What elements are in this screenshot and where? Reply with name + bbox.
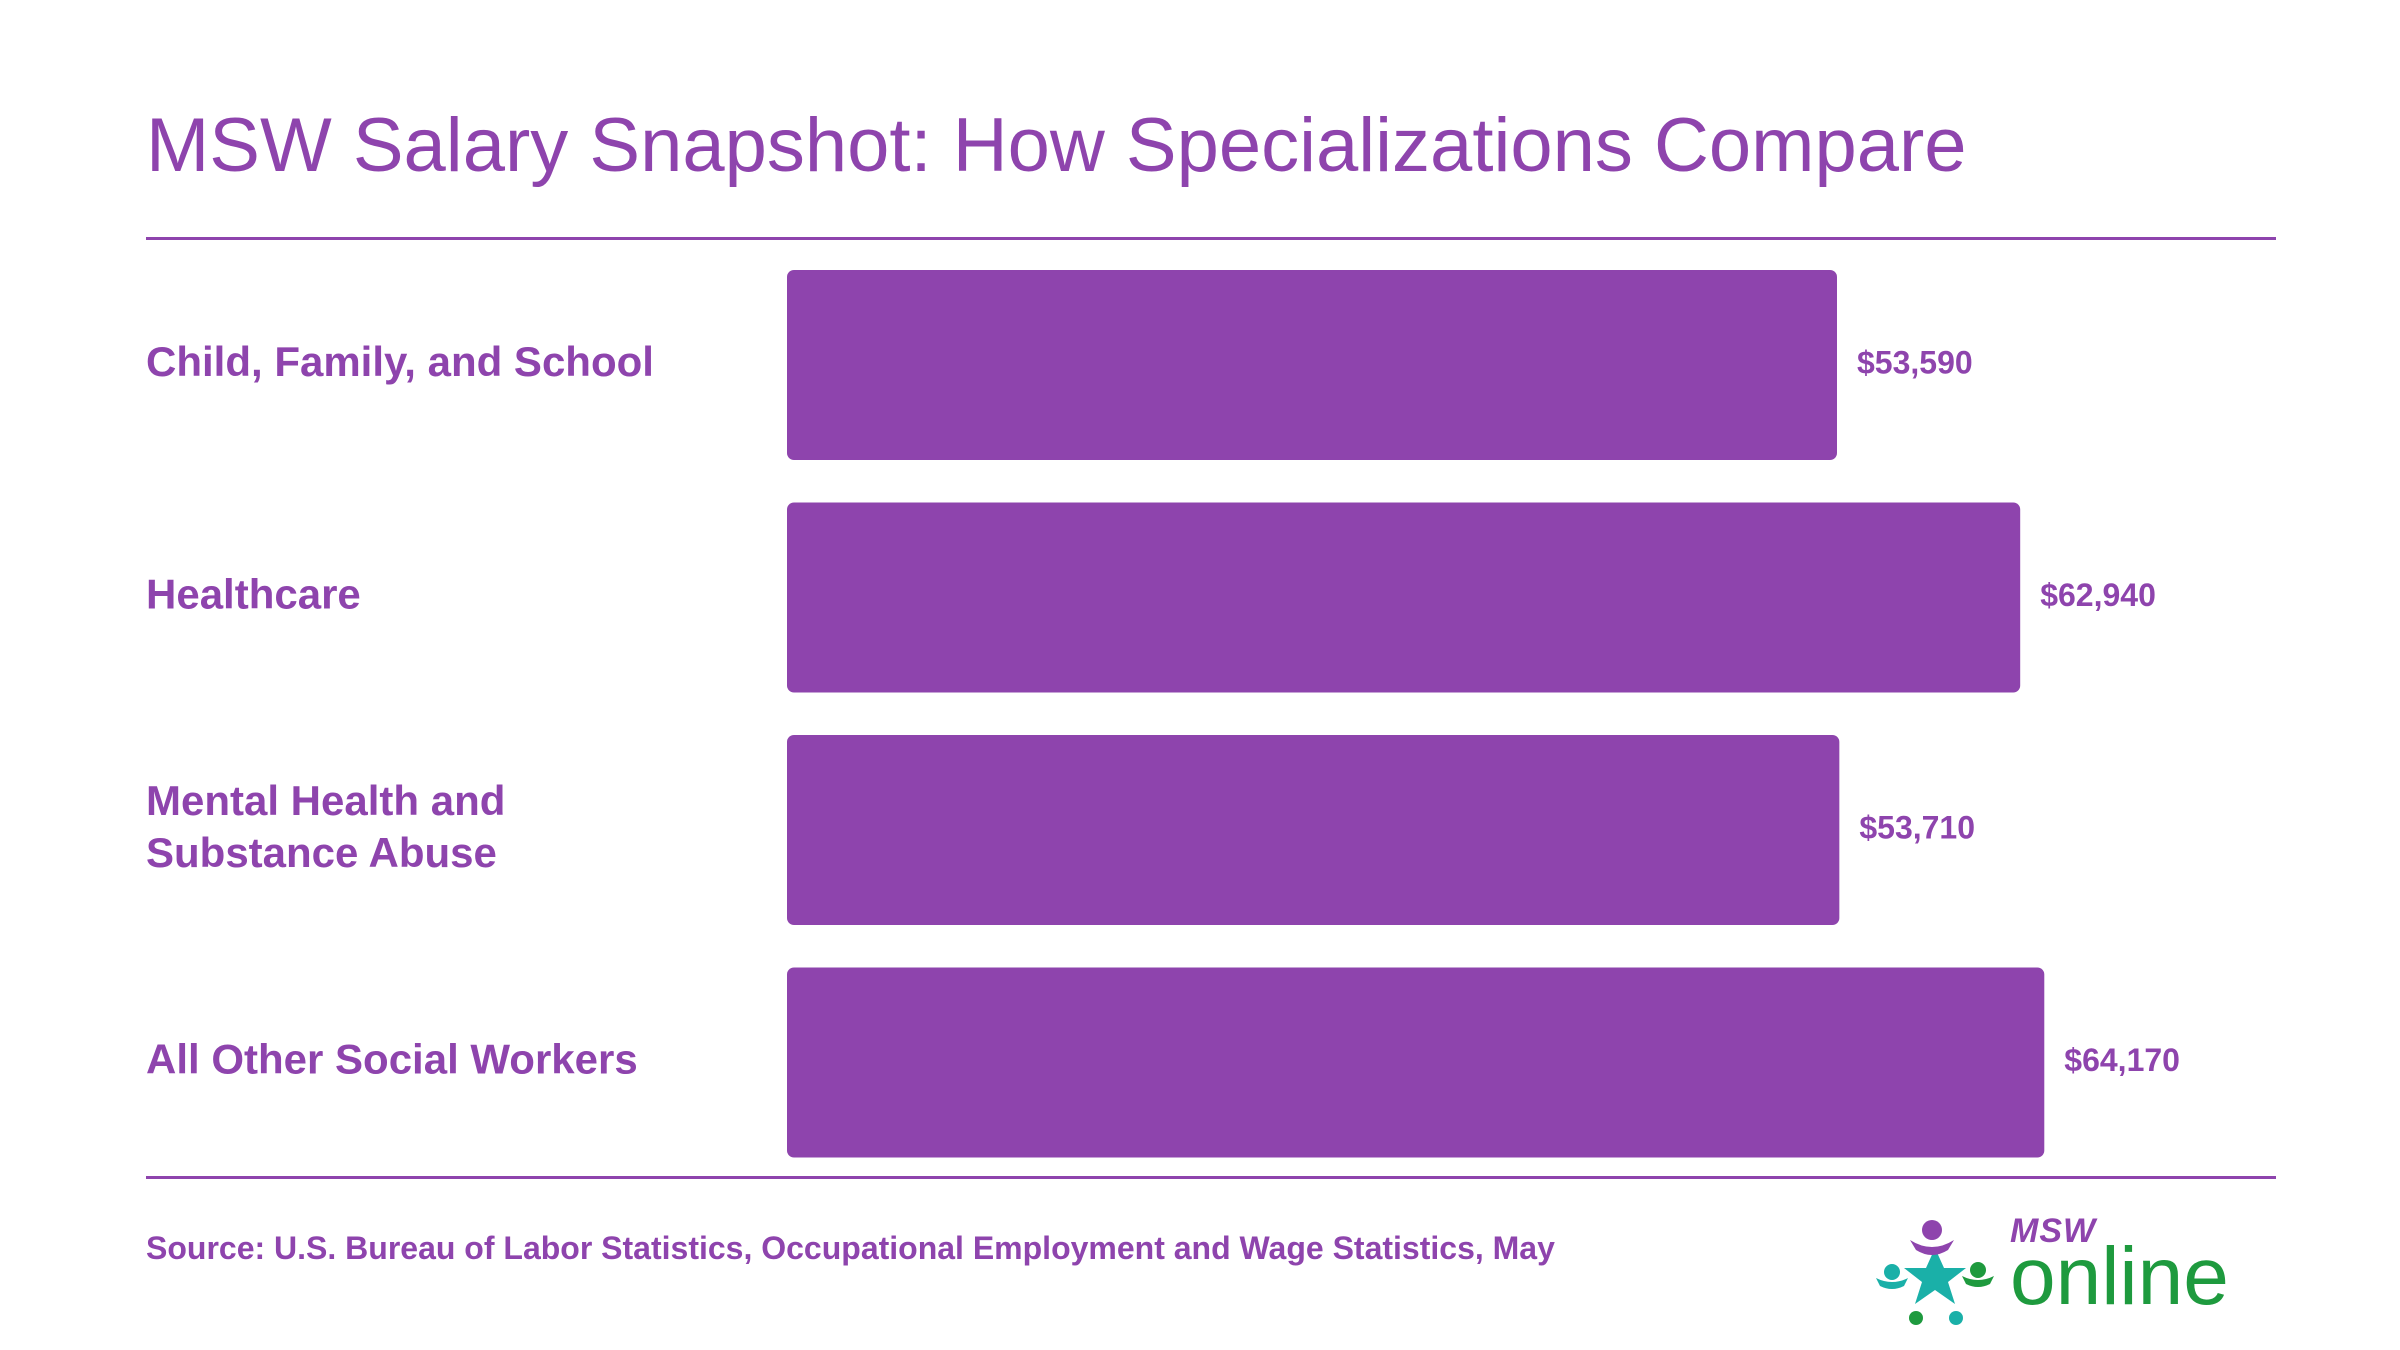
chart-title: MSW Salary Snapshot: How Specializations… (146, 103, 1967, 188)
category-label-0: Child, Family, and School (146, 338, 654, 385)
category-label-2: Mental Health and Substance Abuse (146, 777, 505, 876)
bar-0 (787, 270, 1837, 460)
category-label-line: Substance Abuse (146, 829, 497, 876)
bottom-divider (146, 1176, 2276, 1179)
value-label-2: $53,710 (1859, 809, 1975, 845)
category-label-line: Healthcare (146, 571, 361, 618)
top-divider (146, 237, 2276, 240)
value-label-3: $64,170 (2064, 1042, 2180, 1078)
category-label-line: Mental Health and (146, 777, 505, 824)
category-label-1: Healthcare (146, 571, 361, 618)
category-label-line: All Other Social Workers (146, 1036, 638, 1083)
bar-3 (787, 967, 2045, 1158)
category-label-3: All Other Social Workers (146, 1036, 638, 1083)
bar-1 (787, 502, 2021, 693)
msw-online-logo: MSW online (1870, 1210, 2280, 1335)
source-note: Source: U.S. Bureau of Labor Statistics,… (146, 1230, 1555, 1266)
value-label-0: $53,590 (1857, 344, 1973, 380)
bar-2 (787, 735, 1840, 925)
category-label-line: Child, Family, and School (146, 338, 654, 385)
logo-msw-text: MSW (2010, 1212, 2097, 1250)
star-people-logo-icon (1876, 1220, 1994, 1325)
logo-online-text: online (2010, 1231, 2229, 1322)
value-label-1: $62,940 (2040, 577, 2156, 613)
